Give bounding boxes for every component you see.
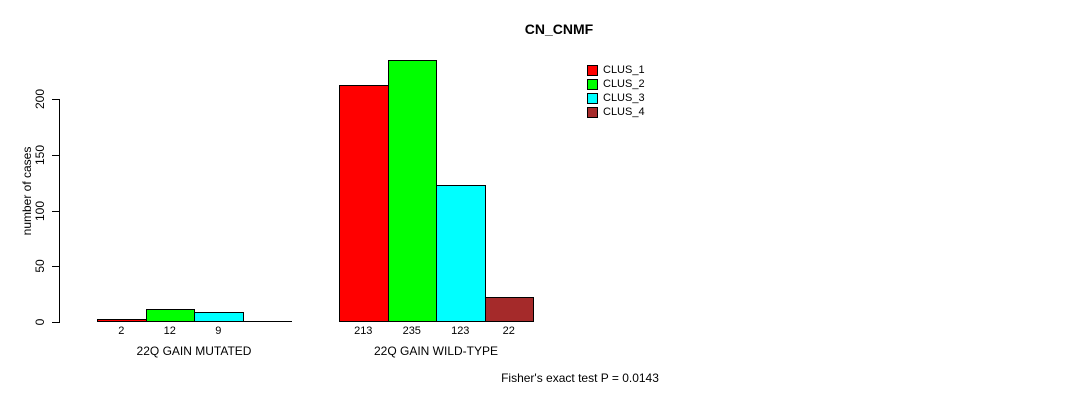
bar-clus_1-group1: [97, 319, 147, 322]
legend-swatch-clus_2: [587, 78, 598, 90]
bar-value-label: 12: [163, 325, 176, 337]
bar-value-label: 123: [451, 325, 470, 337]
legend-item: CLUS_4: [587, 106, 645, 118]
legend-swatch-clus_4: [587, 106, 598, 118]
bar-value-label: 213: [354, 325, 373, 337]
y-axis-tick: [52, 154, 59, 156]
chart-title: CN_CNMF: [524, 21, 594, 37]
x-category-label: 22Q GAIN WILD-TYPE: [373, 344, 499, 358]
bar-clus_3-group2: [436, 185, 486, 322]
legend-label: CLUS_1: [603, 64, 645, 76]
legend-label: CLUS_2: [603, 78, 645, 90]
fisher-test-annotation: Fisher's exact test P = 0.0143: [501, 371, 659, 385]
legend-label: CLUS_4: [603, 106, 645, 118]
legend-swatch-clus_3: [587, 92, 598, 104]
y-axis-tick: [52, 210, 59, 212]
y-tick-label: 150: [33, 144, 47, 165]
legend-item: CLUS_1: [587, 64, 645, 76]
legend: CLUS_1 CLUS_2 CLUS_3 CLUS_4: [587, 64, 645, 120]
legend-item: CLUS_2: [587, 78, 645, 90]
bar-clus_2-group1: [145, 309, 195, 322]
legend-label: CLUS_3: [603, 92, 645, 104]
y-tick-label: 0: [33, 318, 47, 326]
bar-clus_4-group2: [484, 297, 534, 322]
y-tick-label: 200: [33, 88, 47, 110]
bar-clus_1-group2: [339, 85, 389, 322]
y-tick-label: 100: [33, 200, 47, 221]
bar-value-label: 22: [502, 325, 515, 337]
bar-value-label: 2: [118, 325, 125, 337]
legend-swatch-clus_1: [587, 64, 598, 76]
bar-value-label: 235: [402, 325, 421, 337]
y-axis-line: [59, 99, 60, 323]
bar-clus_3-group1: [194, 312, 244, 322]
x-category-label: 22Q GAIN MUTATED: [136, 344, 252, 358]
y-axis-tick: [52, 322, 59, 323]
y-axis-tick: [52, 99, 59, 100]
bar-value-label: 9: [215, 325, 222, 337]
legend-item: CLUS_3: [587, 92, 645, 104]
bar-clus_2-group2: [387, 60, 437, 322]
y-tick-label: 50: [33, 259, 47, 273]
y-axis-tick: [52, 266, 59, 268]
